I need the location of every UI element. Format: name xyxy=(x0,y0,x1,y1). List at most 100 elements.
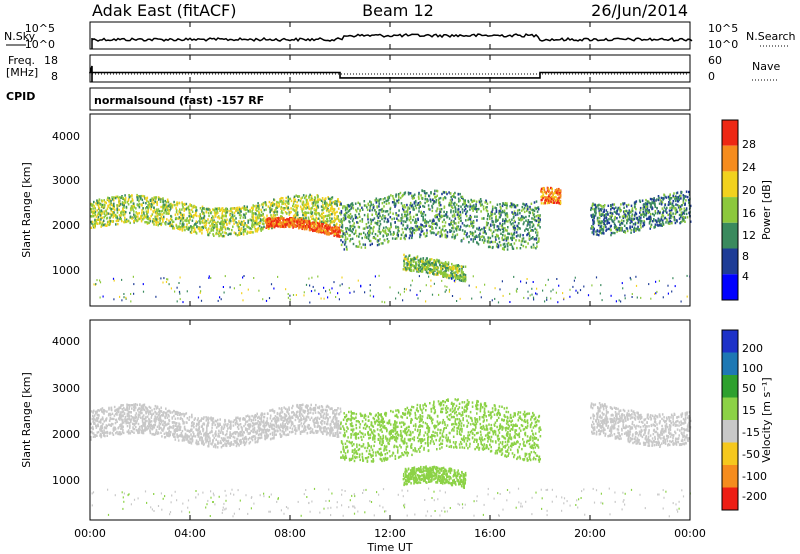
power-point xyxy=(231,213,234,217)
power-point xyxy=(649,219,652,223)
power-point xyxy=(668,197,670,200)
power-point xyxy=(499,203,501,206)
power-point xyxy=(491,220,494,224)
power-point xyxy=(652,202,655,205)
power-point xyxy=(308,228,311,232)
power-point xyxy=(396,200,399,203)
power-point xyxy=(260,226,263,229)
power-point xyxy=(651,198,653,201)
power-point xyxy=(436,190,439,193)
power-point xyxy=(513,232,515,236)
power-point xyxy=(616,212,618,215)
power-point xyxy=(455,276,457,279)
power-point xyxy=(243,230,246,233)
power-point xyxy=(501,222,504,226)
power-point xyxy=(258,204,261,207)
power-point xyxy=(537,214,539,217)
power-point xyxy=(515,239,517,242)
power-point xyxy=(345,228,348,231)
power-point xyxy=(379,198,382,201)
power-point xyxy=(368,233,371,237)
power-point xyxy=(525,227,527,231)
power-point xyxy=(378,205,380,208)
power-point xyxy=(297,204,299,208)
power-point xyxy=(102,219,105,222)
power-noise-point xyxy=(654,292,656,295)
power-point xyxy=(265,208,267,211)
power-point xyxy=(466,224,469,227)
power-point xyxy=(285,212,288,215)
power-point xyxy=(609,211,612,215)
power-point xyxy=(156,212,158,215)
power-point xyxy=(681,204,683,207)
power-point xyxy=(330,228,333,231)
power-point xyxy=(460,275,463,279)
power-point xyxy=(371,208,374,212)
power-point xyxy=(548,194,550,197)
power-point xyxy=(439,210,441,214)
power-point xyxy=(509,221,512,224)
power-point xyxy=(414,199,417,203)
power-point xyxy=(163,217,165,220)
power-point xyxy=(107,212,110,215)
power-point xyxy=(124,219,126,222)
power-point xyxy=(431,204,433,208)
power-point xyxy=(479,198,482,201)
power-point xyxy=(334,200,336,203)
power-point xyxy=(286,217,288,221)
power-point xyxy=(113,202,115,205)
power-point xyxy=(416,270,418,273)
power-point xyxy=(181,225,183,228)
power-point xyxy=(247,226,250,229)
power-noise-point xyxy=(448,290,450,293)
power-point xyxy=(367,218,369,221)
power-point xyxy=(599,208,602,211)
power-point xyxy=(393,232,395,235)
power-point xyxy=(545,192,548,196)
power-point xyxy=(452,233,454,236)
power-point xyxy=(276,204,278,207)
power-point xyxy=(336,217,339,220)
power-point xyxy=(456,213,459,216)
power-point xyxy=(402,209,405,212)
power-point xyxy=(407,193,410,196)
power-point xyxy=(371,232,374,235)
power-point xyxy=(445,269,447,273)
power-point xyxy=(469,208,471,211)
power-point xyxy=(443,218,445,221)
power-point xyxy=(689,220,692,223)
power-point xyxy=(600,222,603,225)
nsky-tick-top: 10^5 xyxy=(25,22,55,35)
power-point xyxy=(103,210,105,213)
power-point xyxy=(199,213,201,216)
power-point xyxy=(392,197,395,200)
power-point xyxy=(650,217,652,220)
power-point xyxy=(464,199,466,202)
power-point xyxy=(441,220,444,224)
power-point xyxy=(100,205,103,209)
power-point xyxy=(473,206,475,209)
power-point xyxy=(653,218,655,221)
power-point xyxy=(386,233,389,236)
power-point xyxy=(357,245,360,248)
power-point xyxy=(252,216,255,219)
nsky-label: N.Sky xyxy=(4,30,36,43)
power-point xyxy=(628,212,630,215)
power-point xyxy=(271,224,274,227)
power-point xyxy=(454,278,457,281)
power-point xyxy=(411,257,414,261)
power-point xyxy=(671,207,673,210)
power-point xyxy=(450,211,452,214)
power-point xyxy=(213,226,215,230)
power-point xyxy=(179,228,181,231)
power-point xyxy=(539,226,541,229)
power-point xyxy=(327,229,329,233)
power-point xyxy=(442,266,445,269)
power-point xyxy=(189,230,192,234)
power-point xyxy=(98,212,101,216)
power-point xyxy=(113,211,115,214)
power-point xyxy=(552,199,555,202)
power-noise-point xyxy=(636,296,638,299)
power-point xyxy=(323,226,325,229)
power-point xyxy=(459,213,462,216)
